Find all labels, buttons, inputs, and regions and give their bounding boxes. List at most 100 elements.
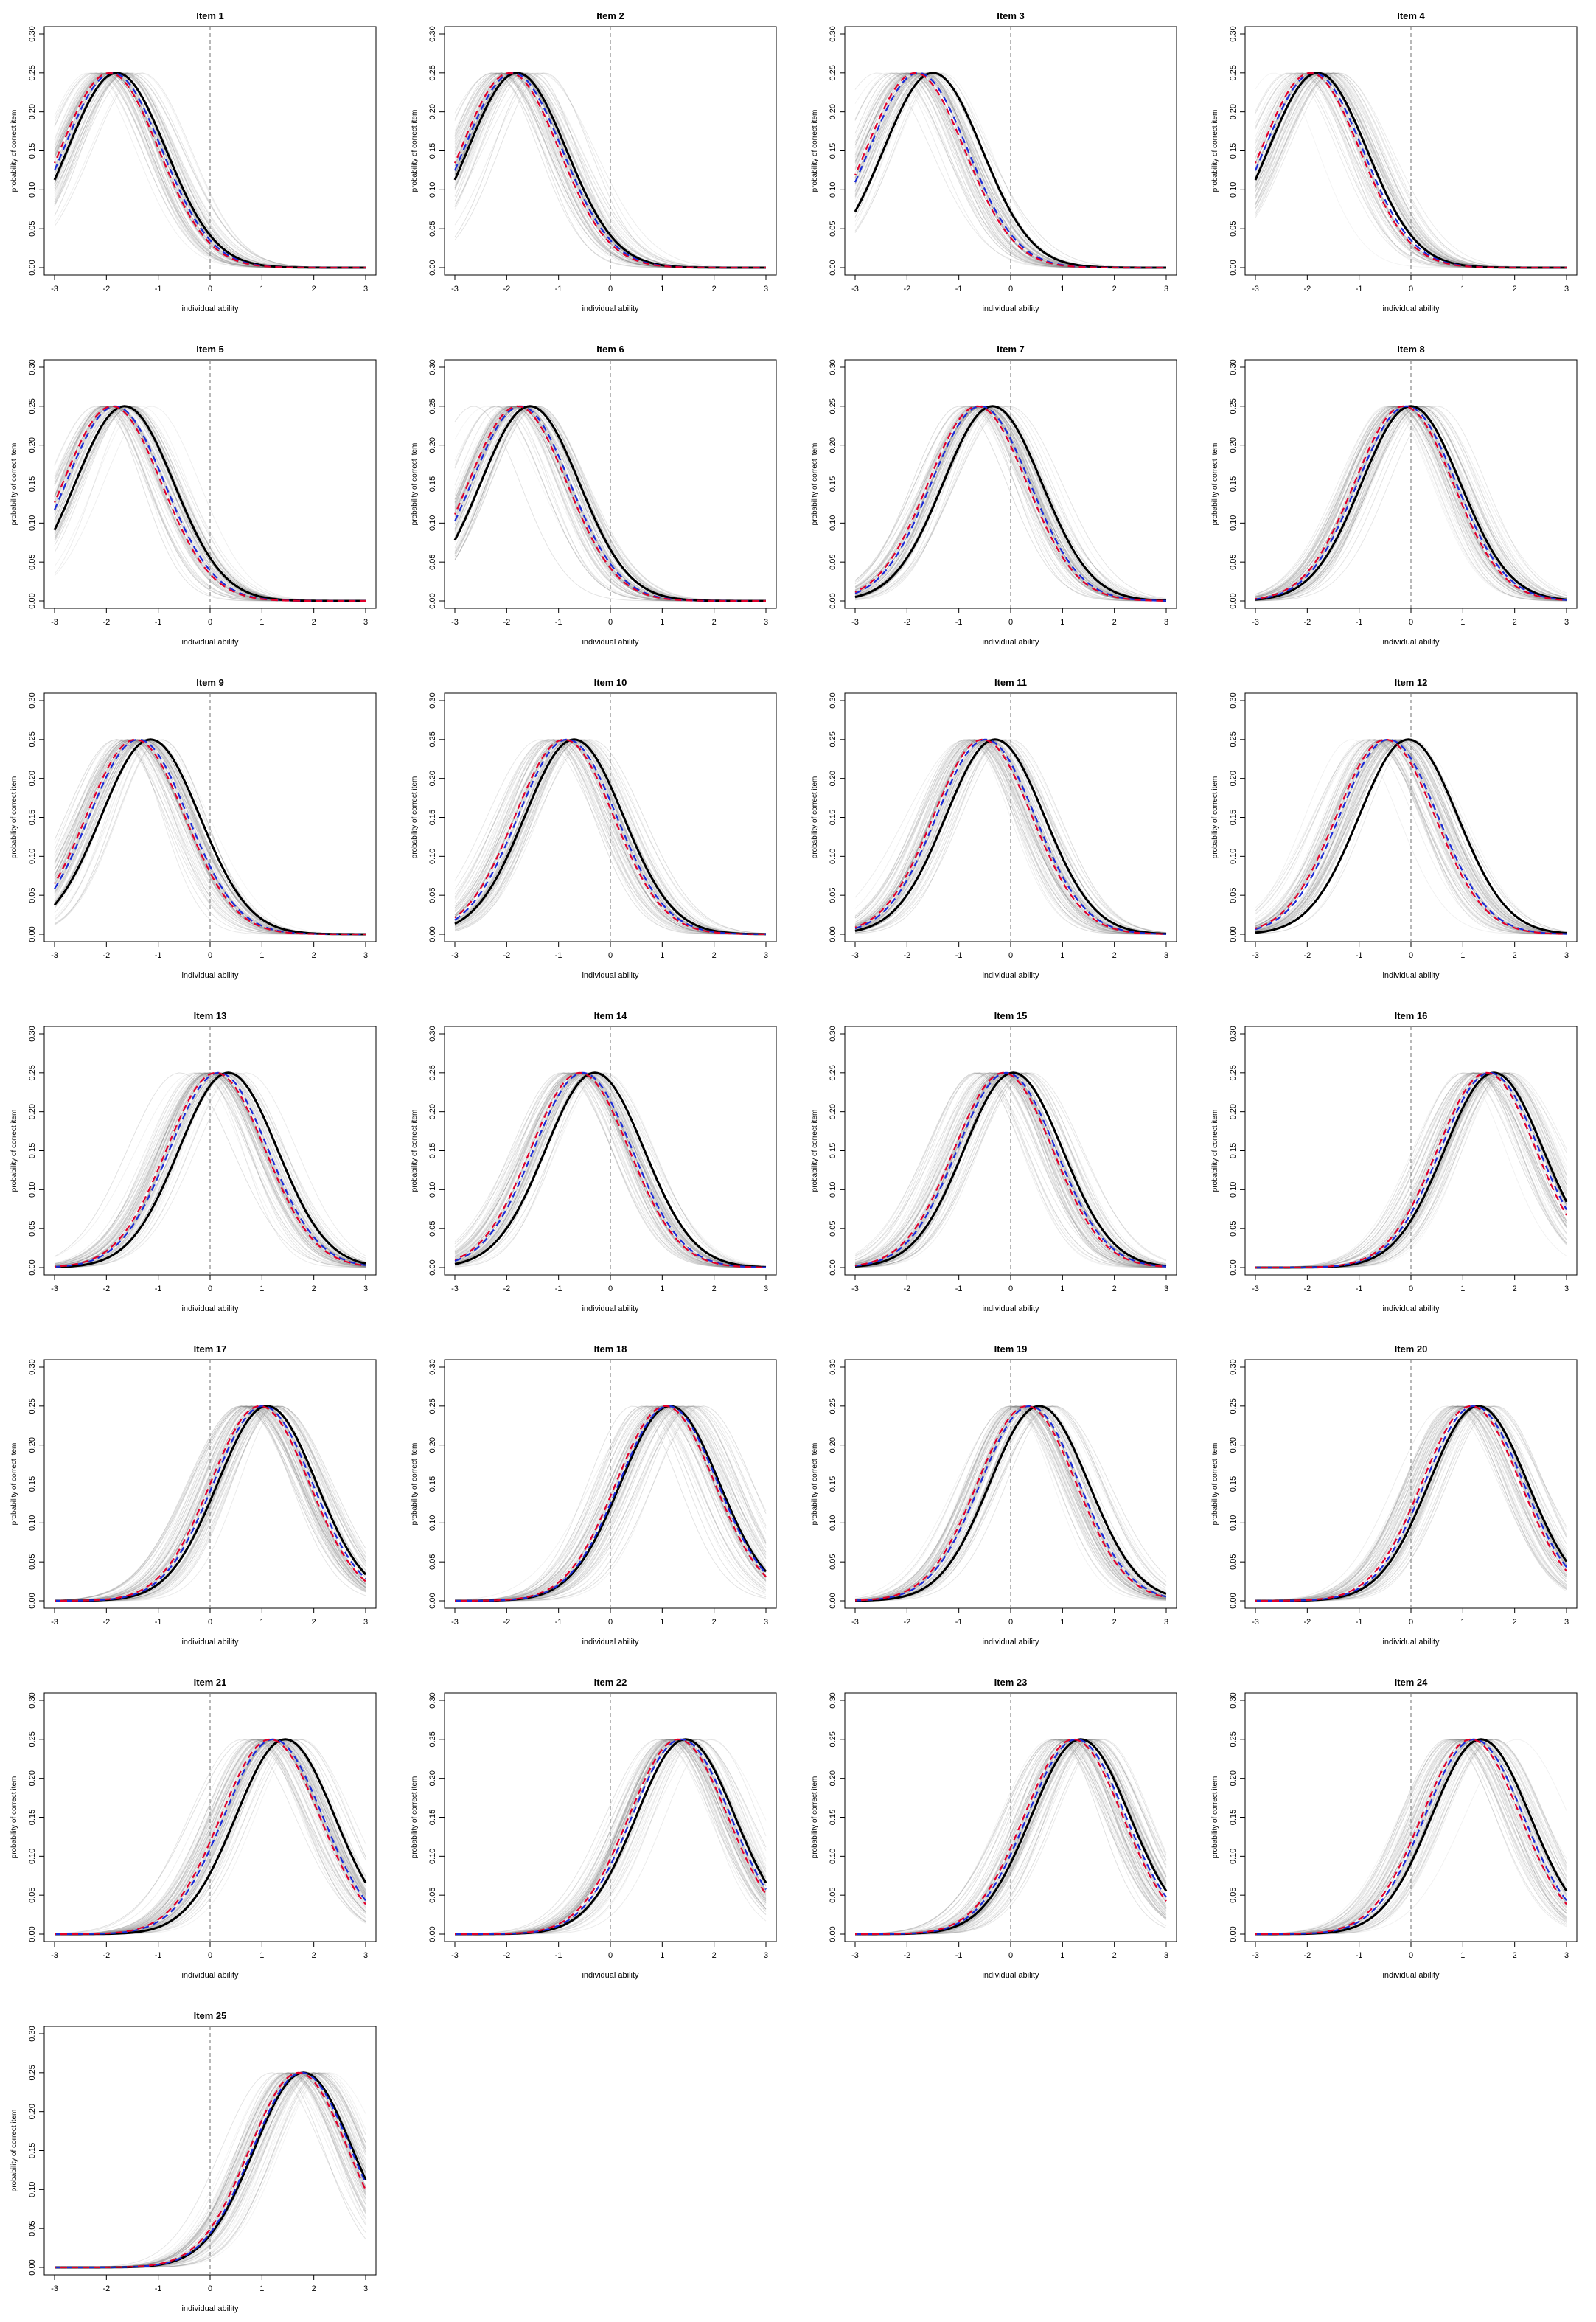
curve-layer xyxy=(55,2026,367,2275)
posterior-draw-line xyxy=(1255,1405,1567,1602)
x-tick-label: 3 xyxy=(363,1618,368,1627)
x-tick-label: 0 xyxy=(208,1951,212,1960)
y-tick-label: 0.20 xyxy=(1229,437,1238,453)
y-tick-label: 0.05 xyxy=(428,554,437,569)
x-tick-label: 3 xyxy=(1164,285,1168,293)
y-tick-label: 0.15 xyxy=(28,1476,37,1492)
y-tick-label: 0.20 xyxy=(829,437,837,453)
posterior-draw-line xyxy=(1255,406,1567,602)
posterior-draw-line xyxy=(54,1405,366,1602)
y-tick-label: 0.25 xyxy=(428,1731,437,1747)
y-tick-label: 0.10 xyxy=(428,1849,437,1864)
y-tick-label: 0.05 xyxy=(1229,1554,1238,1569)
y-tick-label: 0.10 xyxy=(829,849,837,864)
x-tick-label: -2 xyxy=(102,1285,110,1293)
y-tick-label: 0.10 xyxy=(428,1182,437,1198)
y-tick-label: 0.30 xyxy=(28,1026,37,1041)
posterior-draw-line xyxy=(854,1405,1167,1601)
y-axis-label: probability of correct item xyxy=(10,110,18,192)
x-tick-label: 0 xyxy=(208,285,212,293)
y-tick-label: 0.30 xyxy=(1229,1692,1238,1708)
posterior-draw-line xyxy=(1255,1405,1567,1602)
estimate-red-line xyxy=(453,405,766,602)
true-curve-line xyxy=(854,738,1167,935)
x-tick-label: 2 xyxy=(1112,1618,1117,1627)
y-tick-label: 0.15 xyxy=(829,1476,837,1492)
x-tick-label: 3 xyxy=(1564,285,1569,293)
y-tick-label: 0.15 xyxy=(428,1143,437,1158)
panel-title: Item 3 xyxy=(997,10,1025,21)
x-tick-label: 0 xyxy=(1409,951,1413,960)
y-tick-label: 0.20 xyxy=(1229,1770,1238,1786)
y-tick-label: 0.20 xyxy=(1229,1437,1238,1453)
posterior-draw-line xyxy=(54,1072,366,1268)
y-tick-label: 0.25 xyxy=(1229,398,1238,414)
x-tick-label: -2 xyxy=(503,1285,510,1293)
y-tick-label: 0.20 xyxy=(28,1770,37,1786)
y-tick-label: 0.15 xyxy=(829,1143,837,1158)
posterior-draw-line xyxy=(1255,739,1567,935)
panel-item-13: Item 13 -3 -2 -1 0 1 2 3 individual ability 0.00 0… xyxy=(10,1010,377,1313)
y-axis-label: probability of correct item xyxy=(1211,110,1219,192)
posterior-draw-line xyxy=(854,739,1167,935)
posterior-draw-line xyxy=(1255,1739,1567,1935)
x-tick-label: 2 xyxy=(712,1951,717,1960)
panel-item-2: Item 2 -3 -2 -1 0 1 2 3 individual ability 0.00 0.… xyxy=(411,10,777,313)
posterior-draw-line xyxy=(854,739,1166,935)
posterior-draw-line xyxy=(1255,406,1567,602)
estimate-red-line xyxy=(55,2071,366,2269)
y-tick-label: 0.30 xyxy=(829,1359,837,1374)
y-tick-label: 0.10 xyxy=(829,515,837,531)
y-tick-label: 0.25 xyxy=(428,398,437,414)
y-tick-label: 0.20 xyxy=(28,1437,37,1453)
panel-title: Item 19 xyxy=(994,1344,1028,1355)
panel-title: Item 5 xyxy=(196,344,224,355)
posterior-draw-line xyxy=(854,1405,1167,1601)
x-tick-label: -1 xyxy=(155,951,162,960)
x-tick-label: 3 xyxy=(363,2284,368,2293)
posterior-draw-line xyxy=(454,1405,767,1602)
posterior-draw-line xyxy=(1255,406,1567,600)
true-curve-line xyxy=(454,738,767,936)
panel-title: Item 14 xyxy=(594,1010,628,1021)
y-axis-label: probability of correct item xyxy=(10,1443,18,1526)
y-tick-label: 0.05 xyxy=(829,1220,837,1236)
posterior-draw-line xyxy=(1255,739,1567,934)
estimate-red-line xyxy=(855,1738,1167,1936)
posterior-draw-line xyxy=(54,1405,366,1602)
y-tick-label: 0.20 xyxy=(1229,104,1238,119)
posterior-draw-line xyxy=(455,1739,767,1935)
y-tick-label: 0.25 xyxy=(829,65,837,80)
posterior-draw-line xyxy=(1255,406,1567,602)
y-tick-label: 0.00 xyxy=(829,1259,837,1275)
x-tick-label: -1 xyxy=(555,951,562,960)
panel-title: Item 4 xyxy=(1397,10,1425,21)
posterior-draw-line xyxy=(54,1739,366,1935)
true-curve-line xyxy=(54,1071,366,1268)
x-tick-label: 3 xyxy=(1164,1618,1168,1627)
true-curve-line xyxy=(1255,738,1567,934)
y-axis-label: probability of correct item xyxy=(1211,443,1219,526)
posterior-draw-line xyxy=(455,1739,767,1935)
x-tick-label: -1 xyxy=(155,285,162,293)
posterior-draw-line xyxy=(854,406,1167,602)
x-tick-label: 1 xyxy=(1460,1951,1465,1960)
estimate-blue-line xyxy=(53,405,366,602)
posterior-draw-line xyxy=(854,739,1166,935)
posterior-draw-line xyxy=(854,1072,1167,1268)
posterior-draw-line xyxy=(854,739,1167,934)
x-tick-label: -3 xyxy=(451,1285,459,1293)
y-tick-label: 0.10 xyxy=(1229,182,1238,198)
x-tick-label: 2 xyxy=(1112,951,1117,960)
y-tick-label: 0.15 xyxy=(1229,810,1238,825)
x-tick-label: 0 xyxy=(208,2284,212,2293)
y-axis-label: probability of correct item xyxy=(811,776,819,859)
y-tick-label: 0.15 xyxy=(28,2143,37,2158)
y-tick-label: 0.00 xyxy=(829,593,837,608)
x-tick-label: -2 xyxy=(903,1285,910,1293)
x-tick-label: -2 xyxy=(503,1951,510,1960)
posterior-draw-line xyxy=(854,1405,1167,1598)
y-tick-label: 0.25 xyxy=(28,1398,37,1414)
posterior-draw-line xyxy=(454,739,767,935)
x-tick-label: 2 xyxy=(1513,618,1517,627)
